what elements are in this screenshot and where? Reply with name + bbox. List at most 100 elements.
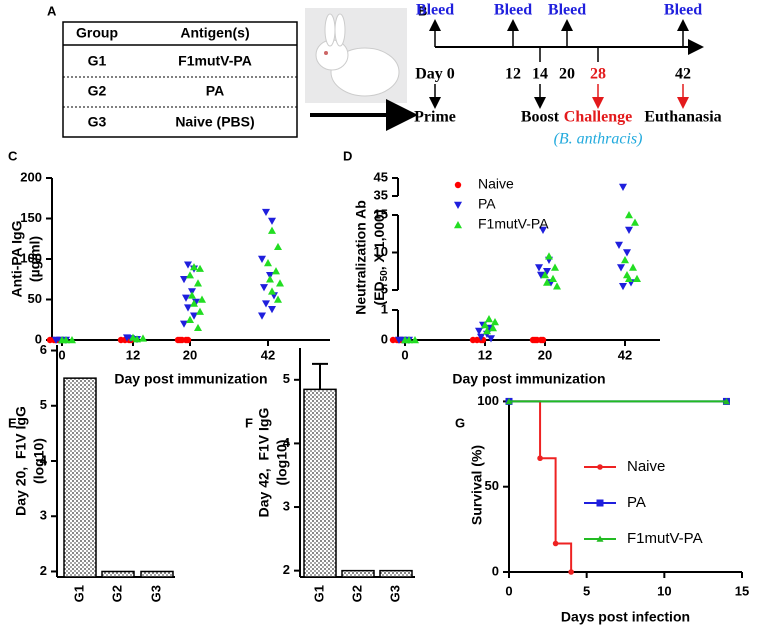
table-cell: Naive (PBS) <box>175 114 254 130</box>
x-tick-label: 42 <box>618 347 632 362</box>
legend-marker <box>454 221 462 229</box>
bleed-label: Bleed <box>548 2 586 19</box>
y-tick-label: 100 <box>477 393 499 408</box>
y-tick-label: 45 <box>374 169 388 184</box>
point <box>139 334 147 342</box>
y-axis-label: (log10) <box>274 440 290 486</box>
y-tick-label: 0 <box>35 331 42 346</box>
bar <box>303 388 337 578</box>
point <box>549 274 557 282</box>
x-tick-label: G1 <box>311 585 326 602</box>
x-tick-label: 10 <box>657 583 671 598</box>
point <box>552 540 559 547</box>
table-cell: G1 <box>88 53 107 69</box>
x-axis-label: Day post immunization <box>114 371 267 387</box>
y-axis-label: Anti-PA IgG <box>9 220 25 297</box>
point <box>194 279 202 287</box>
line-segment <box>540 457 557 544</box>
point <box>543 278 551 286</box>
x-axis-label: Day post immunization <box>452 371 605 387</box>
y-axis-label-part: (ED <box>371 281 387 305</box>
point <box>483 327 491 335</box>
point <box>268 226 276 234</box>
table-cell: PA <box>206 83 224 99</box>
x-tick-label: 0 <box>401 347 408 362</box>
x-tick-label: 20 <box>538 347 552 362</box>
legend-marker <box>596 535 604 542</box>
point <box>194 323 202 332</box>
x-tick-label: 15 <box>735 583 749 598</box>
point <box>274 242 282 251</box>
point <box>276 279 284 287</box>
point <box>268 306 276 314</box>
point <box>543 268 551 276</box>
legend-label: Naive <box>627 458 665 475</box>
point <box>52 336 60 344</box>
point <box>568 569 574 575</box>
x-tick-label: 42 <box>261 347 275 362</box>
point <box>537 455 543 462</box>
panel-label: E <box>8 415 17 430</box>
point <box>485 315 493 323</box>
y-tick-label: 0 <box>492 563 499 578</box>
y-tick-label: 10 <box>374 244 388 259</box>
y-axis-label: Survival (%) <box>469 445 485 525</box>
panel-label: G <box>455 415 465 430</box>
point <box>182 294 190 302</box>
event-label: Prime <box>414 109 456 126</box>
table-frame <box>62 21 298 138</box>
point <box>625 274 633 282</box>
y-axis-label: Day 42, F1V IgG <box>256 408 272 518</box>
y-tick-label: 0 <box>381 331 388 346</box>
point <box>258 312 266 320</box>
y-tick-label: 2 <box>283 562 290 577</box>
y-axis-label: (µg/ml) <box>27 236 43 282</box>
y-tick-label: 5 <box>40 397 47 412</box>
point <box>262 208 270 217</box>
y-tick-label: 100 <box>20 250 42 265</box>
point <box>477 333 485 341</box>
line-segment <box>555 542 573 572</box>
legend-label: F1mutV-PA <box>478 216 549 232</box>
point <box>505 397 513 405</box>
point <box>537 336 545 344</box>
y-tick-label: 3 <box>283 498 290 513</box>
point <box>491 318 499 326</box>
point <box>539 226 547 234</box>
y-tick-label: 6 <box>40 342 47 357</box>
x-tick-label: G1 <box>71 585 86 602</box>
line-segment <box>509 400 542 459</box>
bar <box>63 377 97 578</box>
point <box>262 300 270 308</box>
y-tick-label: 200 <box>20 169 42 184</box>
y-tick-label: 1 <box>381 301 388 316</box>
legend-label: PA <box>627 494 646 511</box>
point <box>395 336 403 344</box>
point <box>266 275 274 283</box>
table-header: Antigen(s) <box>180 25 249 41</box>
point <box>722 397 730 405</box>
x-tick-label: G2 <box>109 585 124 602</box>
table-header: Group <box>76 25 118 41</box>
point <box>535 264 543 272</box>
point <box>389 336 397 344</box>
y-tick-label: 3 <box>40 508 47 523</box>
point <box>258 255 266 263</box>
point <box>274 295 282 303</box>
day-label: Day 0 <box>415 66 455 83</box>
point <box>190 263 198 271</box>
point <box>46 336 54 344</box>
point <box>629 263 637 271</box>
point <box>619 183 627 191</box>
legend-marker <box>597 464 603 470</box>
x-tick-label: G3 <box>387 585 402 602</box>
y-tick-label: 4 <box>40 452 48 467</box>
panel-label: F <box>245 415 253 430</box>
legend-label: PA <box>478 196 496 212</box>
y-tick-label: 2 <box>40 563 47 578</box>
point <box>537 271 545 279</box>
point <box>188 291 196 299</box>
legend-marker <box>596 499 604 507</box>
day-label: 28 <box>590 66 606 83</box>
